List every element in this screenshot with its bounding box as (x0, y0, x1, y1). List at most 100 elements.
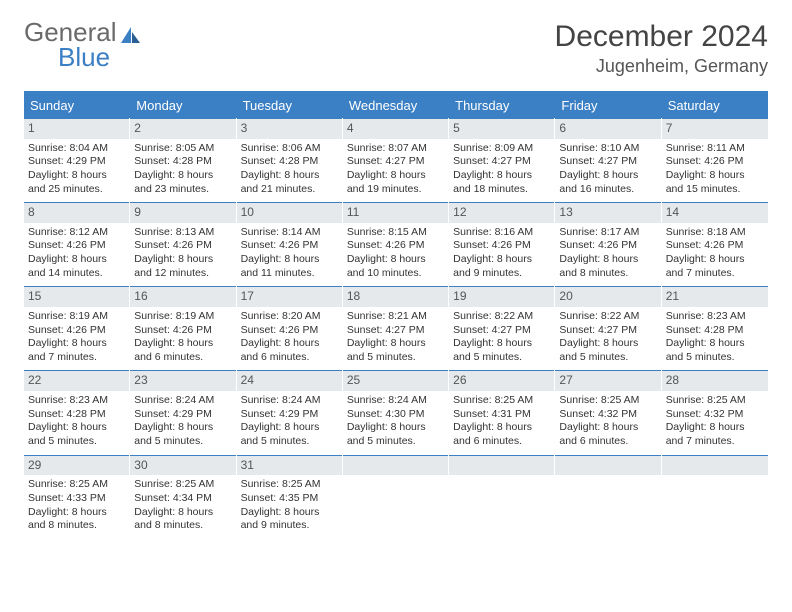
field-label: Daylight: (559, 253, 600, 265)
day-number: 15 (24, 286, 129, 307)
field-value: 4:27 PM (385, 324, 424, 336)
calendar-cell: 27Sunrise: 8:25 AMSunset: 4:32 PMDayligh… (555, 370, 661, 454)
field-value: 4:31 PM (492, 408, 531, 420)
field-label: Sunrise: (559, 226, 598, 238)
calendar-cell: 11Sunrise: 8:15 AMSunset: 4:26 PMDayligh… (343, 202, 449, 286)
field-value: 4:27 PM (492, 324, 531, 336)
calendar-cell: 13Sunrise: 8:17 AMSunset: 4:26 PMDayligh… (555, 202, 661, 286)
field-label: Sunrise: (347, 142, 386, 154)
field-value: 4:26 PM (279, 324, 318, 336)
calendar-cell: 20Sunrise: 8:22 AMSunset: 4:27 PMDayligh… (555, 286, 661, 370)
field-value: 8:25 AM (601, 394, 640, 406)
day-number: 7 (662, 118, 768, 139)
field-label: Sunset: (134, 239, 170, 251)
calendar-cell: 15Sunrise: 8:19 AMSunset: 4:26 PMDayligh… (24, 286, 130, 370)
field-value: 8:10 AM (601, 142, 640, 154)
field-label: Sunrise: (241, 310, 280, 322)
field-label: Daylight: (559, 337, 600, 349)
field-label: Sunset: (241, 408, 277, 420)
field-label: Daylight: (666, 337, 707, 349)
field-label: Sunrise: (134, 394, 173, 406)
field-value: 8:24 AM (176, 394, 215, 406)
day-number: 24 (237, 370, 342, 391)
field-value: 8:25 AM (495, 394, 534, 406)
day-number: 14 (662, 202, 768, 223)
field-value: 4:26 PM (67, 324, 106, 336)
field-label: Daylight: (347, 337, 388, 349)
weekday-header: Tuesday (237, 93, 343, 118)
calendar-cell: 29Sunrise: 8:25 AMSunset: 4:33 PMDayligh… (24, 455, 130, 539)
calendar-cell: 3Sunrise: 8:06 AMSunset: 4:28 PMDaylight… (237, 118, 343, 202)
header: GeneralBlue December 2024 Jugenheim, Ger… (24, 20, 768, 77)
field-label: Sunset: (559, 408, 595, 420)
field-label: Sunset: (241, 492, 277, 504)
field-label: Sunset: (347, 324, 383, 336)
calendar-cell: 6Sunrise: 8:10 AMSunset: 4:27 PMDaylight… (555, 118, 661, 202)
day-number: 25 (343, 370, 448, 391)
field-label: Daylight: (347, 253, 388, 265)
day-number: 10 (237, 202, 342, 223)
field-label: Sunrise: (453, 394, 492, 406)
field-value: 4:27 PM (492, 155, 531, 167)
calendar-cell: 26Sunrise: 8:25 AMSunset: 4:31 PMDayligh… (449, 370, 555, 454)
field-value: 8:11 AM (707, 142, 745, 154)
field-label: Daylight: (134, 337, 175, 349)
field-value: 4:26 PM (173, 239, 212, 251)
field-label: Sunrise: (241, 226, 280, 238)
day-number: . (343, 455, 448, 476)
calendar-cell: 23Sunrise: 8:24 AMSunset: 4:29 PMDayligh… (130, 370, 236, 454)
field-label: Daylight: (241, 253, 282, 265)
field-value: 8:16 AM (495, 226, 534, 238)
field-value: 4:28 PM (704, 324, 743, 336)
field-label: Daylight: (134, 421, 175, 433)
field-label: Sunrise: (453, 142, 492, 154)
field-value: 4:27 PM (598, 324, 637, 336)
day-number: 19 (449, 286, 554, 307)
calendar-cell: 18Sunrise: 8:21 AMSunset: 4:27 PMDayligh… (343, 286, 449, 370)
field-value: 8:13 AM (176, 226, 215, 238)
location: Jugenheim, Germany (555, 56, 768, 77)
field-value: 4:26 PM (67, 239, 106, 251)
field-value: 8:18 AM (707, 226, 746, 238)
brand-logo: GeneralBlue (24, 20, 143, 69)
weekday-header: Wednesday (343, 93, 449, 118)
field-label: Daylight: (347, 169, 388, 181)
field-label: Sunrise: (559, 394, 598, 406)
field-label: Sunset: (347, 239, 383, 251)
field-label: Sunset: (666, 155, 702, 167)
field-value: 8:04 AM (69, 142, 108, 154)
field-label: Sunset: (241, 239, 277, 251)
field-label: Daylight: (28, 169, 69, 181)
field-label: Daylight: (666, 169, 707, 181)
field-value: 8:21 AM (388, 310, 427, 322)
field-value: 4:29 PM (279, 408, 318, 420)
field-label: Sunset: (241, 324, 277, 336)
day-number: 1 (24, 118, 129, 139)
day-number: 23 (130, 370, 235, 391)
weekday-header: Thursday (449, 93, 555, 118)
weekday-header: Monday (130, 93, 236, 118)
field-label: Daylight: (28, 506, 69, 518)
field-value: 4:26 PM (279, 239, 318, 251)
calendar-cell: 19Sunrise: 8:22 AMSunset: 4:27 PMDayligh… (449, 286, 555, 370)
field-value: 8:15 AM (388, 226, 427, 238)
day-number: 3 (237, 118, 342, 139)
field-label: Sunset: (666, 239, 702, 251)
calendar-cell: 9Sunrise: 8:13 AMSunset: 4:26 PMDaylight… (130, 202, 236, 286)
field-label: Daylight: (559, 169, 600, 181)
field-value: 4:26 PM (704, 239, 743, 251)
field-value: 8:12 AM (69, 226, 108, 238)
field-value: 4:28 PM (173, 155, 212, 167)
field-label: Sunrise: (28, 310, 67, 322)
field-label: Sunset: (559, 239, 595, 251)
day-number: 26 (449, 370, 554, 391)
calendar-cell: 16Sunrise: 8:19 AMSunset: 4:26 PMDayligh… (130, 286, 236, 370)
day-number: 6 (555, 118, 660, 139)
field-label: Daylight: (453, 169, 494, 181)
calendar-cell: 5Sunrise: 8:09 AMSunset: 4:27 PMDaylight… (449, 118, 555, 202)
field-label: Sunset: (28, 492, 64, 504)
calendar-cell: 14Sunrise: 8:18 AMSunset: 4:26 PMDayligh… (662, 202, 768, 286)
weekday-header: Friday (555, 93, 661, 118)
calendar-cell: 8Sunrise: 8:12 AMSunset: 4:26 PMDaylight… (24, 202, 130, 286)
field-value: 4:34 PM (173, 492, 212, 504)
